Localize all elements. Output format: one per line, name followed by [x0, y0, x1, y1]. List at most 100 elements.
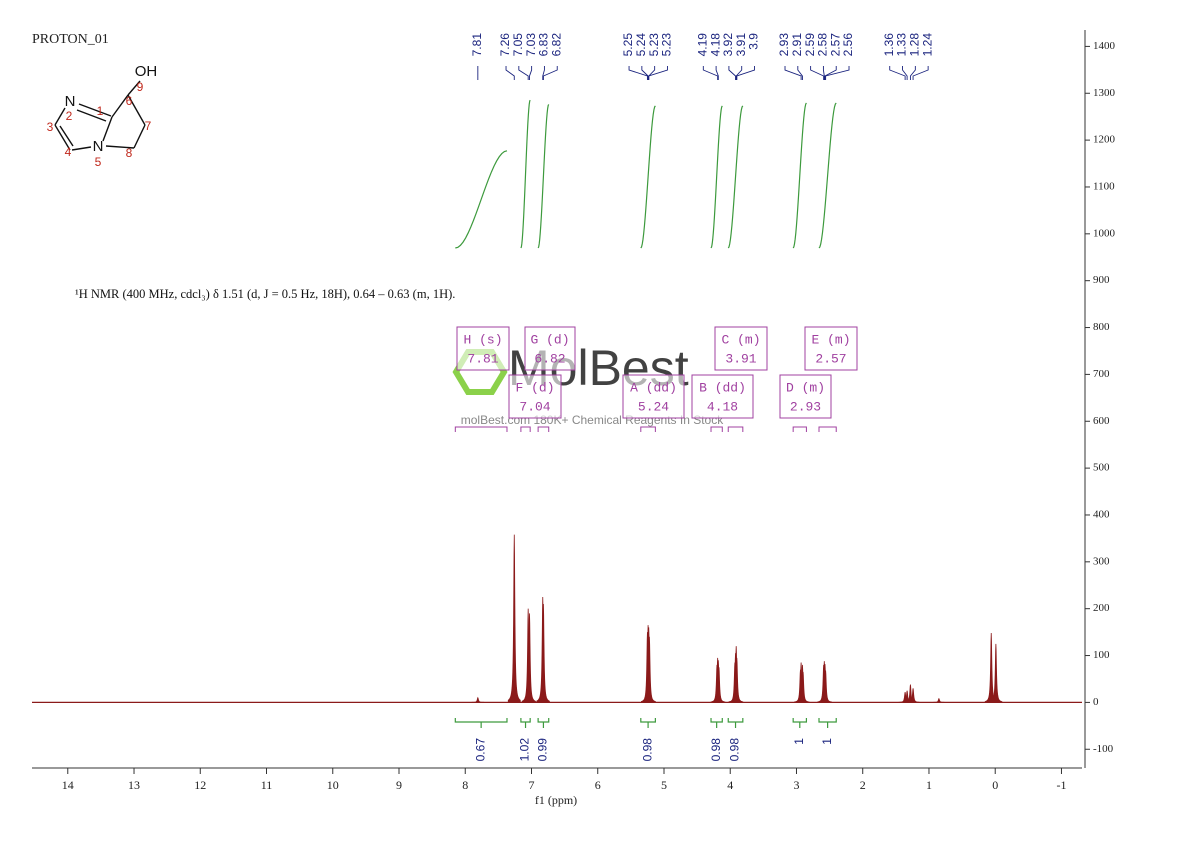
peak-label-leader	[902, 66, 908, 80]
multiplet-box	[714, 326, 768, 371]
y-tick-label: 800	[1093, 321, 1110, 333]
x-tick-label: 6	[595, 778, 601, 792]
y-tick-label: 0	[1093, 696, 1099, 708]
peak-label: 3.92	[721, 33, 735, 57]
bond	[127, 94, 146, 126]
integral-curve	[520, 99, 531, 249]
multiplet-shift: 2.57	[815, 351, 846, 366]
peak-label: 6.82	[549, 33, 563, 57]
atom-label: 8	[126, 146, 133, 160]
bond	[102, 116, 113, 142]
peak-label: 2.59	[803, 33, 817, 57]
peak-label-leader	[542, 66, 545, 80]
integral-label: 0.99	[536, 738, 550, 762]
bond	[133, 124, 146, 149]
atom-label: 3	[47, 120, 54, 134]
integral-bracket	[520, 718, 531, 728]
peak-label: 7.05	[511, 33, 525, 57]
peak-label: 1.28	[908, 33, 922, 57]
peak	[537, 603, 550, 703]
multiplet-shift: 7.04	[519, 399, 550, 414]
peak	[643, 636, 656, 703]
peak-label-leader	[542, 66, 558, 80]
bond	[111, 94, 129, 118]
peak-label-leader	[909, 66, 916, 80]
x-tick-label: 11	[261, 778, 273, 792]
bond	[54, 124, 71, 151]
peak-label: 6.83	[537, 33, 551, 57]
peak-label: 5.25	[621, 33, 635, 57]
y-tick-label: 1000	[1093, 227, 1116, 239]
peak	[730, 657, 744, 703]
atom-label: 9	[137, 80, 144, 94]
x-tick-label: 8	[462, 778, 468, 792]
x-tick-label: 2	[860, 778, 866, 792]
multiplet-box	[691, 374, 754, 419]
integral-curve	[455, 150, 508, 249]
peak-label: 2.91	[790, 33, 804, 57]
integral-label: 1.02	[518, 738, 532, 762]
multiplet-shift: 4.18	[707, 399, 738, 414]
x-tick-label: 14	[62, 778, 74, 792]
peak-label-leader	[648, 66, 656, 80]
multiplet-shift: 3.91	[725, 351, 756, 366]
integral-bracket	[792, 718, 808, 728]
peak-label: 4.19	[695, 33, 709, 57]
integral-label: 0.98	[709, 738, 723, 762]
peak-label-leader	[736, 66, 755, 80]
peak-label-leader	[825, 66, 850, 80]
bond	[71, 146, 92, 151]
integral-bracket	[727, 718, 744, 728]
x-tick-label: 5	[661, 778, 667, 792]
atom-label: N	[93, 138, 104, 155]
peak-label-leader	[797, 66, 803, 80]
integral-bracket	[640, 718, 656, 728]
peak-label-leader	[529, 66, 533, 80]
x-tick-label: 4	[727, 778, 733, 792]
multiplet-label: D (m)	[786, 380, 825, 395]
atom-label: 1	[97, 104, 104, 118]
peak-label-leader	[784, 66, 802, 80]
multiplet-shift: 5.24	[638, 399, 669, 414]
peak	[523, 613, 536, 703]
y-tick-label: 400	[1093, 509, 1110, 521]
bond	[105, 145, 135, 149]
y-tick-label: 1400	[1093, 40, 1116, 52]
peak-label: 1.36	[882, 33, 896, 57]
integral-label: 1	[820, 738, 834, 745]
peak	[989, 643, 1003, 703]
integral-curve	[727, 105, 744, 249]
multiplet-label: A (dd)	[630, 380, 677, 395]
peak-label-leader	[628, 66, 648, 80]
peak-label-leader	[702, 66, 719, 80]
peak-label: 2.57	[828, 33, 842, 57]
multiplet-range	[537, 426, 550, 432]
peak-label: 2.58	[816, 33, 830, 57]
atom-label: 6	[126, 94, 133, 108]
integral-curve	[792, 102, 807, 249]
peak-label: 3.91	[734, 33, 748, 57]
peak-label: 5.24	[634, 33, 648, 57]
peak-label-leader	[735, 66, 743, 80]
integral-curve	[818, 102, 837, 249]
x-tick-label: 10	[327, 778, 339, 792]
watermark-tagline: molBest.com 180K+ Chemical Reagents In S…	[461, 413, 724, 427]
peak	[906, 688, 920, 703]
atom-label: 4	[65, 145, 72, 159]
y-tick-label: -100	[1093, 743, 1114, 755]
integral-bracket	[710, 718, 723, 728]
atom-label: OH	[135, 63, 158, 80]
peak-label-leader	[824, 66, 837, 80]
multiplet-shift: 6.82	[534, 351, 565, 366]
x-tick-label: 1	[926, 778, 932, 792]
multiplet-label: E (m)	[811, 332, 850, 347]
peak-label-leader	[912, 66, 929, 80]
y-tick-label: 700	[1093, 368, 1110, 380]
peak-label: 5.23	[660, 33, 674, 57]
y-tick-label: 1200	[1093, 134, 1116, 146]
multiplet-range	[520, 426, 531, 432]
atom-label: 2	[66, 109, 73, 123]
integral-bracket	[454, 718, 508, 728]
peak-label: 4.18	[708, 33, 722, 57]
